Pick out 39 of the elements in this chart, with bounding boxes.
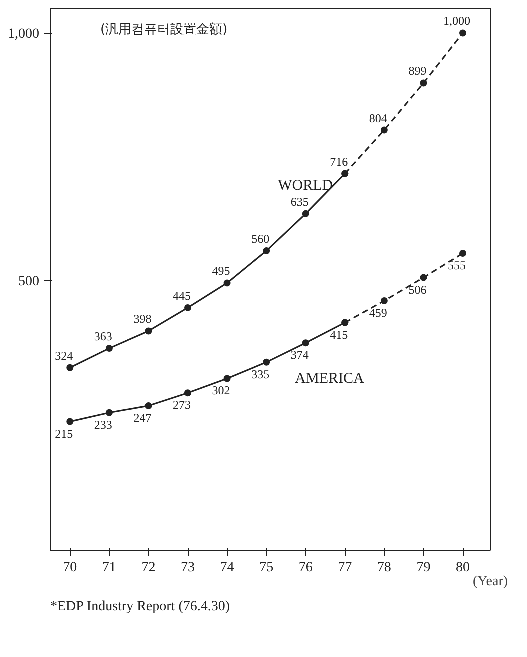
data-label: 363 — [94, 330, 112, 344]
data-label: 324 — [55, 348, 74, 363]
text: (汎用컴퓨터設置金額) — [100, 22, 228, 38]
x-tick-label: 77 — [338, 560, 352, 576]
data-label: 247 — [134, 410, 152, 425]
series-label: AMERICA — [295, 370, 364, 387]
x-tick-label: 73 — [181, 560, 195, 576]
data-label: 273 — [173, 398, 191, 412]
x-tick-label: 71 — [102, 560, 116, 576]
data-label: 398 — [134, 312, 152, 326]
x-axis-title: (Year) — [472, 574, 508, 590]
data-label: 415 — [330, 328, 348, 342]
data-label: 495 — [212, 264, 230, 278]
data-label: 233 — [94, 418, 112, 432]
x-tick-label: 70 — [63, 560, 78, 576]
data-label: 635 — [290, 194, 309, 209]
data-label: 1,000 — [444, 14, 470, 28]
data-label: 374 — [290, 348, 309, 362]
data-label: 716 — [330, 154, 348, 169]
x-tick-label: 80 — [456, 560, 470, 576]
x-tick-label: 72 — [142, 560, 156, 576]
text: *EDP Industry Report (76.4.30) — [50, 600, 230, 614]
x-tick-label: 78 — [377, 560, 392, 576]
data-label: 445 — [173, 288, 191, 303]
x-tick-label: 76 — [298, 560, 313, 576]
data-label: 804 — [369, 111, 388, 126]
data-label: 215 — [55, 426, 74, 441]
x-tick-label: 74 — [220, 560, 234, 576]
data-label: 302 — [212, 384, 230, 398]
data-label: 335 — [252, 367, 270, 382]
data-label: 555 — [448, 258, 466, 273]
data-label: 560 — [252, 232, 270, 246]
data-label: 899 — [408, 64, 427, 78]
y-tick-label: 500 — [18, 274, 40, 290]
data-label: 506 — [408, 282, 427, 297]
data-label: 459 — [369, 306, 388, 320]
series-label: WORLD — [278, 178, 334, 194]
x-tick-label: 75 — [260, 560, 274, 576]
x-tick-label: 79 — [416, 560, 431, 576]
